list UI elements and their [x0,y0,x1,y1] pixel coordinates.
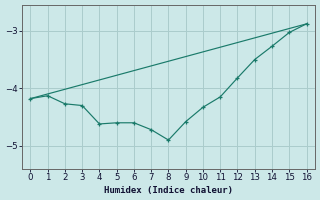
X-axis label: Humidex (Indice chaleur): Humidex (Indice chaleur) [104,186,233,195]
